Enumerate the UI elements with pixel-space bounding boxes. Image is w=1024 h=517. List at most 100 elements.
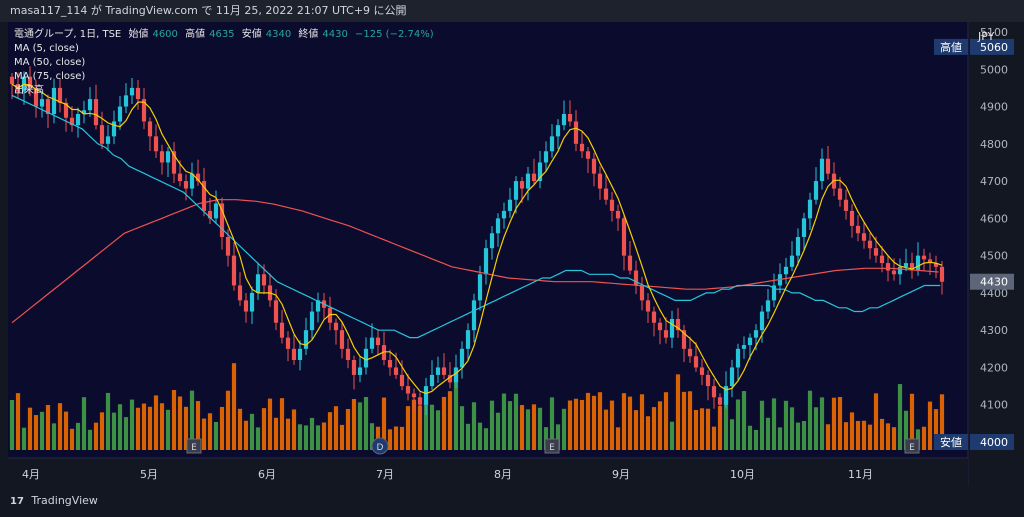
x-tick-label: 6月 (258, 468, 276, 481)
volume-bar (561, 408, 567, 450)
volume-bar (315, 425, 321, 450)
volume-bar (645, 416, 651, 450)
candle-body (273, 300, 279, 323)
candle-body (795, 237, 801, 256)
candle-body (177, 173, 183, 182)
candle-body (507, 199, 513, 211)
volume-bar (747, 425, 753, 450)
volume-bar (681, 391, 687, 450)
y-tick-label: 4600 (980, 212, 1008, 225)
event-marker-shape[interactable] (371, 437, 389, 455)
volume-bar (579, 399, 585, 450)
volume-bar (297, 424, 303, 450)
volume-bar (333, 406, 339, 450)
volume-bar (9, 400, 15, 450)
candle-body (849, 210, 855, 226)
candle-body (885, 263, 891, 271)
candle-body (33, 87, 39, 107)
volume-bar (27, 407, 33, 450)
volume-bar (789, 407, 795, 450)
candle-body (111, 121, 117, 137)
publish-header: masa117_114 が TradingView.com で 11月 25, … (0, 0, 1024, 22)
candle-body (357, 367, 363, 375)
y-tick-label: 5100 (980, 26, 1008, 39)
candle-body (873, 248, 879, 256)
volume-bar (759, 400, 765, 450)
volume-bar (603, 409, 609, 450)
volume-bar (75, 422, 81, 450)
volume-bar (291, 409, 297, 450)
x-tick-label: 10月 (730, 468, 755, 481)
candle-body (69, 117, 75, 126)
event-marker-shape[interactable] (544, 438, 560, 454)
event-marker[interactable]: E (904, 438, 920, 454)
volume-bar (501, 393, 507, 450)
volume-bar (891, 427, 897, 450)
candle-body (615, 210, 621, 219)
candle-body (663, 330, 669, 338)
x-tick-label: 5月 (140, 468, 158, 481)
event-marker-shape[interactable] (186, 438, 202, 454)
volume-bar (843, 422, 849, 450)
candle-body (213, 203, 219, 219)
event-marker[interactable]: D (371, 437, 389, 455)
volume-bar (21, 427, 27, 450)
candle-body (735, 348, 741, 368)
candle-body (801, 218, 807, 237)
chart-area[interactable]: 5100 5000 4900 4800 4700 4600 4500 4400 4300 4200… (8, 22, 1016, 486)
chart-svg[interactable]: 5100 5000 4900 4800 4700 4600 4500 4400 4300 4200… (8, 22, 1016, 486)
candle-body (57, 87, 63, 103)
legend-ma5[interactable]: MA (5, close) (14, 43, 79, 54)
legend-close-label: 終値 (298, 29, 319, 40)
candle-body (477, 274, 483, 301)
candle-body (585, 151, 591, 159)
volume-bar (837, 397, 843, 450)
volume-bar (453, 367, 459, 450)
legend-low-value: 4340 (265, 29, 292, 40)
event-marker-label: E (909, 443, 915, 453)
volume-bar (45, 404, 51, 450)
candle-body (453, 367, 459, 383)
volume-bar (903, 410, 909, 450)
event-marker-shape[interactable] (904, 438, 920, 454)
volume-bar (261, 408, 267, 450)
legend-volume[interactable]: 出来高 (14, 85, 44, 96)
candle-body (879, 255, 885, 264)
volume-bar (489, 400, 495, 450)
volume-bar (15, 393, 21, 450)
candle-body (537, 162, 543, 182)
candle-body (333, 322, 339, 331)
candle-body (435, 367, 441, 375)
y-tick-label: 4200 (980, 361, 1008, 374)
volume-bar (735, 399, 741, 450)
volume-bar (849, 412, 855, 450)
event-marker[interactable]: E (544, 438, 560, 454)
legend-ma50[interactable]: MA (50, close) (14, 57, 86, 68)
volume-bar (729, 419, 735, 450)
footer-brand: TradingView (31, 494, 98, 507)
volume-bar (51, 423, 57, 450)
volume-bar (591, 395, 597, 450)
volume-bar (663, 392, 669, 450)
candle-body (531, 173, 537, 182)
legend-ma75[interactable]: MA (75, close) (14, 71, 86, 82)
candle-body (933, 263, 939, 267)
candle-body (393, 367, 399, 375)
candle-body (243, 300, 249, 312)
candle-body (765, 300, 771, 312)
candle-body (171, 151, 177, 174)
volume-bar (531, 404, 537, 450)
ma75-line (11, 199, 939, 324)
volume-bar (201, 418, 207, 450)
event-marker[interactable]: E (186, 438, 202, 454)
candle-body (159, 151, 165, 163)
candle-body (651, 311, 657, 323)
candle-body (687, 348, 693, 357)
volume-bar (825, 424, 831, 450)
candle-body (465, 330, 471, 349)
y-tick-label: 4100 (980, 399, 1008, 412)
candle-body (555, 125, 561, 137)
candle-body (645, 300, 651, 312)
volume-bar (339, 424, 345, 450)
volume-bar (147, 406, 153, 450)
